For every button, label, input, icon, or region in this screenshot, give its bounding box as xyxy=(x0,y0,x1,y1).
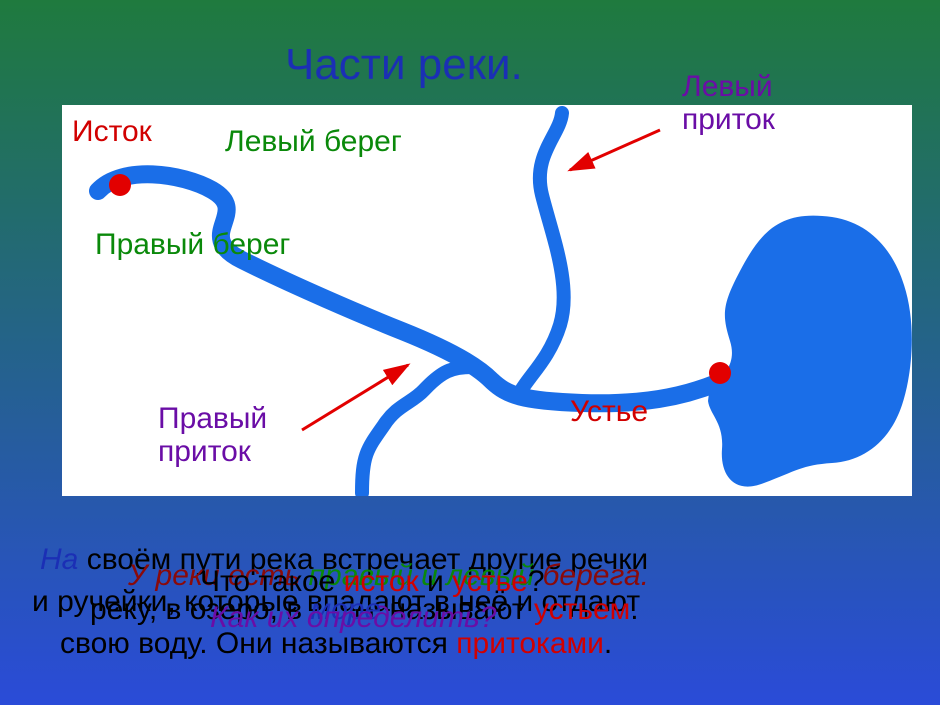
text-run: . xyxy=(604,627,612,660)
label-left-bank: Левый берег xyxy=(225,125,402,158)
left-tributary-arrow xyxy=(570,130,660,170)
slide-title: Части реки. xyxy=(285,40,523,90)
label-ustye: Устье xyxy=(570,395,648,428)
right-tributary-arrow xyxy=(302,365,408,430)
text-run: устьем xyxy=(534,593,630,626)
label-istok: Исток xyxy=(72,115,152,148)
label-left-tributary: Левый приток xyxy=(682,70,775,136)
text-run: . xyxy=(630,593,638,626)
text-run: На xyxy=(40,543,87,576)
text-run: свою воду. Они называются xyxy=(60,627,456,660)
slide-background: Части реки. Исток Левый берег Правый бер… xyxy=(0,0,940,705)
text-run: притоками xyxy=(456,627,604,660)
label-right-tributary: Правый приток xyxy=(158,402,267,468)
label-right-bank: Правый берег xyxy=(95,228,290,261)
bottom-line: свою воду. Они называются притоками. xyxy=(60,624,612,665)
